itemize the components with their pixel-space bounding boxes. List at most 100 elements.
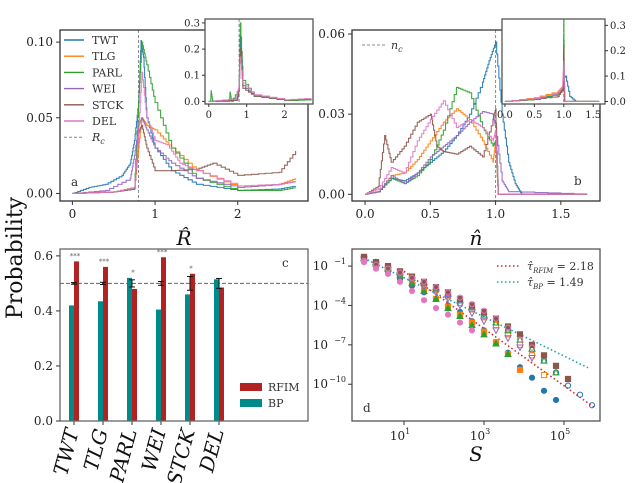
significance-marker: * (131, 269, 135, 277)
inset-y-tick-label: 0.3 (184, 18, 200, 29)
data-point-parl (456, 311, 464, 319)
tick-exponent: −4 (334, 296, 346, 305)
inset-y-tick-label: 0.2 (184, 45, 200, 56)
inset-frame (501, 18, 606, 105)
x-tick-label: 105 (550, 427, 570, 443)
data-point-stck (540, 352, 548, 359)
data-point-stck (552, 362, 560, 369)
data-point-del (504, 324, 512, 331)
data-point-wei (504, 335, 512, 343)
tick-exponent: 1 (405, 427, 410, 436)
data-point-del (396, 269, 404, 276)
data-point-twt (528, 374, 536, 381)
legend-subscript: RFIM (532, 267, 554, 275)
panel-a: 0 1 2 0.00 0.05 0.10 R̂ 0 1 2 0.0 0.1 0.2 0.3 TWT TLG PA… (26, 18, 314, 250)
legend-label-del: DEL (92, 115, 117, 128)
x-tick-label: 1 (151, 207, 159, 221)
inset-x-tick-label: 1.5 (585, 110, 601, 121)
data-point-twt (540, 387, 548, 394)
inset-y-tick-label: 0.3 (610, 21, 626, 32)
bar-rfim-stck (190, 273, 195, 421)
inset-y-tick-label: 0.0 (610, 97, 626, 108)
inset-y-tick-label: 0.2 (610, 46, 626, 57)
data-point-del (384, 265, 392, 272)
series-line-wei (72, 117, 297, 194)
tick-exponent: −10 (329, 375, 346, 384)
x-tick-label: 1.5 (551, 207, 570, 221)
plot-frame (351, 248, 601, 422)
inset-series-line-del (504, 60, 600, 103)
series-line-wei (365, 110, 588, 195)
tick-exponent: −7 (334, 336, 346, 345)
data-point-stck (564, 375, 572, 383)
data-point-parl (480, 330, 488, 338)
bar-bp-wei (156, 309, 161, 421)
data-point-wei (528, 354, 536, 363)
data-point-wei (456, 302, 464, 310)
plot-background (352, 249, 600, 421)
data-point-wei (468, 310, 476, 318)
data-point-parl (492, 339, 500, 347)
plot-frame (351, 29, 601, 202)
data-point-wei (480, 318, 488, 326)
data-point-parl (504, 349, 512, 358)
tick-exponent: −1 (334, 257, 346, 266)
panel-b: 0.0 0.5 1.0 1.50.000.030.06n̂0.0 0.5 1.0 1.50.… (318, 18, 626, 250)
bar-bp-parl (127, 277, 132, 421)
data-point-del (444, 289, 452, 296)
data-point-wei (492, 327, 500, 335)
legend-value: = 1.49 (543, 276, 584, 289)
x-tick-label: 101 (390, 427, 410, 443)
bar-rfim-parl (132, 288, 137, 421)
data-point-parl (444, 304, 452, 312)
inset-plot: 0.0 0.5 1.0 1.5 0.0 0.1 0.2 0.3 (497, 18, 626, 121)
shared-ylabel: Probability (3, 196, 28, 319)
y-tick-label: 10 (313, 298, 328, 312)
inset-background (205, 19, 313, 104)
bar-bp-twt (69, 305, 74, 421)
fit-line-bp (363, 257, 589, 369)
data-point-twt (564, 382, 572, 389)
legend-label-stck: STCK (92, 99, 124, 112)
significance-marker: *** (70, 252, 81, 260)
legend-subscript: c (100, 137, 105, 146)
y-tick-label: 10 (313, 259, 328, 273)
inset-frame (204, 18, 314, 105)
plot-background (60, 249, 308, 421)
panel-c: ***TWT***TLG*PARL***WEI*STCKDEL0.00.20.4… (34, 248, 309, 483)
legend-label-parl: PARL (92, 66, 123, 79)
x-tick-label: 1.0 (486, 207, 505, 221)
legend-label-twt: TWT (92, 34, 119, 47)
series-line-stck (72, 124, 297, 194)
x-tick-label: 0 (69, 207, 77, 221)
y-tick-label: 0.06 (318, 27, 345, 41)
data-point-del (396, 278, 404, 285)
panel-label-a: a (71, 175, 78, 189)
y-tick-label: 0.05 (26, 111, 53, 125)
x-axis-label: R̂ (175, 226, 191, 250)
plot-frame (59, 29, 309, 202)
data-point-parl (540, 356, 548, 364)
inset-x-tick-label: 0.0 (497, 110, 513, 121)
data-point-del (528, 344, 536, 351)
x-tick-label-twt: TWT (48, 424, 84, 477)
significance-marker: *** (99, 258, 110, 266)
y-tick-label: 10 (313, 377, 328, 391)
legend-label-wei: WEI (92, 83, 116, 96)
data-point-parl (432, 294, 440, 302)
data-point-wei (444, 295, 452, 303)
data-point-del (480, 307, 488, 314)
data-point-del (420, 297, 428, 304)
series-line-del (365, 100, 587, 195)
inset-x-tick-label: 1.0 (556, 110, 572, 121)
bar-rfim-wei (161, 257, 166, 421)
inset-y-tick-label: 0.0 (184, 97, 200, 108)
series-line-stck (365, 108, 587, 195)
tick-exponent: 5 (565, 427, 570, 436)
inset-background (502, 19, 605, 104)
y-tick-label: 0.10 (26, 35, 53, 49)
x-axis-label: S (469, 442, 483, 466)
legend-tau: τ̂ (527, 276, 534, 289)
